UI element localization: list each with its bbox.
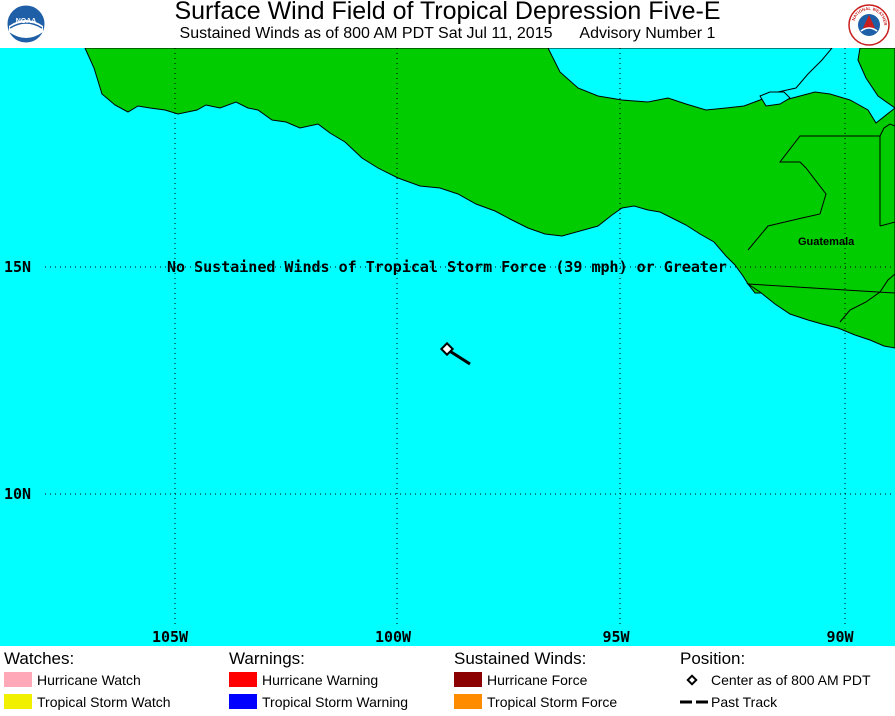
land-mexico	[84, 48, 895, 294]
page-subtitle: Sustained Winds as of 800 AM PDT Sat Jul…	[0, 25, 895, 43]
diamond-icon	[686, 674, 698, 686]
dashed-line-icon	[680, 700, 708, 704]
legend-label: Hurricane Warning	[262, 672, 379, 688]
nws-logo-icon: NATIONAL WEATHER SERVICE	[848, 4, 890, 46]
country-label-guatemala: Guatemala	[798, 236, 855, 248]
legend-position-heading: Position:	[680, 649, 746, 668]
lat-label-15n: 15N	[4, 258, 31, 276]
lon-label-90w: 90W	[826, 628, 854, 646]
lon-label-95w: 95W	[602, 628, 630, 646]
legend-label: Past Track	[711, 694, 778, 710]
past-track-line	[447, 348, 471, 366]
hurricane-watch-swatch	[4, 672, 32, 687]
border-guatemala-belize	[879, 123, 895, 137]
storm-center-diamond-icon	[439, 341, 455, 357]
legend-label: Tropical Storm Warning	[262, 694, 409, 710]
lagoon-water	[759, 91, 791, 107]
lon-label-100w: 100W	[375, 628, 412, 646]
tropical-storm-warning-swatch	[229, 694, 257, 709]
no-winds-message: No Sustained Winds of Tropical Storm For…	[167, 258, 727, 276]
border-guatemala-honduras	[879, 221, 895, 227]
border-guatemala-elsalvador	[839, 273, 895, 323]
subtitle-advisory: Advisory Number 1	[579, 25, 716, 42]
wind-field-map: 15N 10N 105W 100W 95W 90W Guatemala No S…	[0, 48, 895, 646]
tropical-storm-force-swatch	[454, 694, 482, 709]
legend-label: Hurricane Force	[487, 672, 588, 688]
legend-watches-heading: Watches:	[4, 649, 75, 668]
header: NOAA Surface Wind Field of Tropical Depr…	[0, 0, 895, 48]
legend-winds-heading: Sustained Winds:	[454, 649, 587, 668]
legend-label: Tropical Storm Watch	[37, 694, 171, 710]
noaa-logo-icon: NOAA	[6, 4, 46, 44]
hurricane-warning-swatch	[229, 672, 257, 687]
tropical-storm-watch-swatch	[4, 694, 32, 709]
legend-label: Hurricane Watch	[37, 672, 141, 688]
legend-label: Tropical Storm Force	[487, 694, 618, 710]
legend-label: Center as of 800 AM PDT	[711, 672, 871, 688]
border-mexico-guatemala	[747, 135, 881, 251]
land-central-america	[746, 283, 895, 349]
lon-label-105w: 105W	[152, 628, 189, 646]
lat-label-10n: 10N	[4, 485, 31, 503]
gulf-water	[547, 48, 833, 111]
land-yucatan	[857, 48, 895, 109]
legend: Watches: Warnings: Sustained Winds: Posi…	[0, 646, 895, 716]
page-title: Surface Wind Field of Tropical Depressio…	[174, 0, 721, 25]
subtitle-time: Sustained Winds as of 800 AM PDT Sat Jul…	[179, 25, 553, 42]
hurricane-force-swatch	[454, 672, 482, 687]
noaa-logo-text: NOAA	[16, 18, 37, 25]
legend-warnings-heading: Warnings:	[229, 649, 305, 668]
